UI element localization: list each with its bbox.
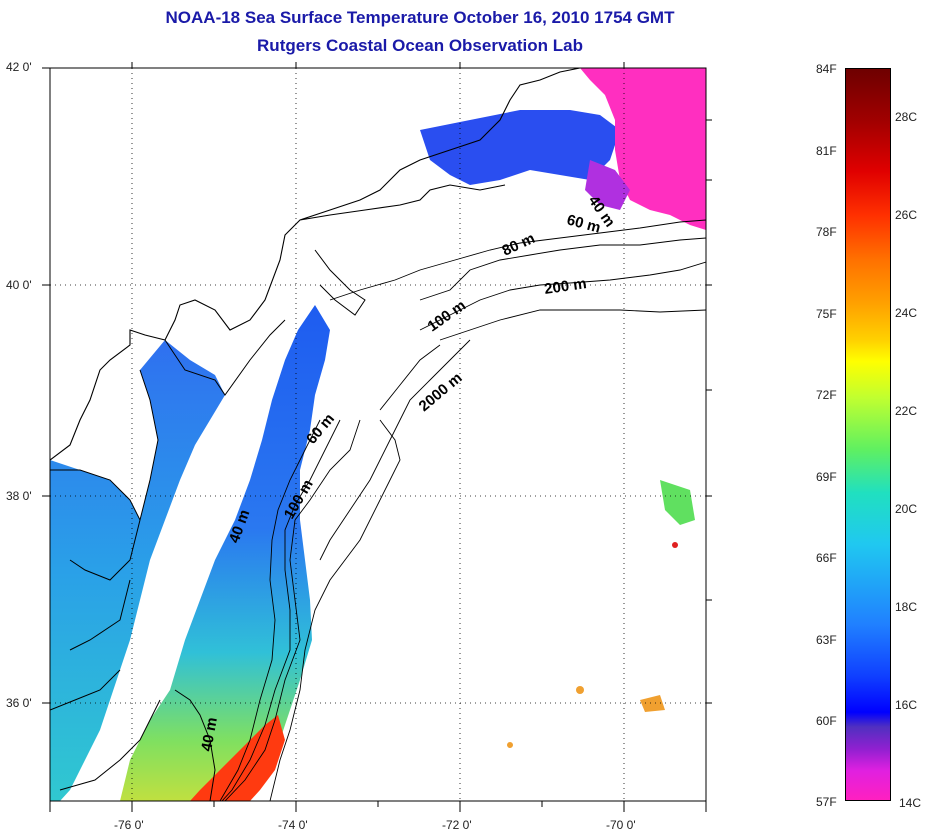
latitude-label: 42 0' xyxy=(6,60,32,74)
coastline xyxy=(50,68,581,461)
sst-bay-field xyxy=(50,340,225,801)
colorbar-f-label: 72F xyxy=(816,388,837,402)
colorbar-f-label: 63F xyxy=(816,633,837,647)
sst-offshore-speck xyxy=(507,742,513,748)
sst-offshore-green xyxy=(660,480,695,525)
longitude-label: -72 0' xyxy=(442,818,472,832)
colorbar-c-label: 24C xyxy=(895,306,918,320)
sst-purple-field xyxy=(585,160,630,210)
colorbar-c-label: 26C xyxy=(895,208,918,222)
contour-label: 40 m xyxy=(198,716,221,753)
colorbar-f-label: 84F xyxy=(816,62,837,76)
longitude-label: -70 0' xyxy=(606,818,636,832)
contour-label: 80 m xyxy=(500,230,538,260)
latitude-label: 38 0' xyxy=(6,489,32,503)
delaware-bay-outline xyxy=(314,249,366,316)
sst-offshore-speck xyxy=(672,542,678,548)
colorbar-f-label: 75F xyxy=(816,307,837,321)
sst-offshore-orange xyxy=(640,695,665,712)
map-title: NOAA-18 Sea Surface Temperature October … xyxy=(165,8,675,27)
graticule xyxy=(50,68,706,801)
sst-offshore-speck xyxy=(576,686,584,694)
nc-outer-banks-outline xyxy=(59,689,216,801)
contour-label: 100 m xyxy=(425,297,470,335)
colorbar-f-label: 60F xyxy=(816,714,837,728)
latitude-label: 40 0' xyxy=(6,278,32,292)
colorbar-f-label: 69F xyxy=(816,470,837,484)
map-subtitle: Rutgers Coastal Ocean Observation Lab xyxy=(257,36,583,55)
colorbar-f-label: 66F xyxy=(816,551,837,565)
colorbar-c-label: 14C xyxy=(899,796,922,810)
temperature-colorbar xyxy=(845,68,891,801)
contour-label: 2000 m xyxy=(416,369,466,415)
colorbar-c-label: 22C xyxy=(895,404,918,418)
colorbar-c-label: 18C xyxy=(895,600,918,614)
sst-cool-patches-north xyxy=(420,110,620,185)
colorbar-c-label: 28C xyxy=(895,110,918,124)
colorbar-f-label: 78F xyxy=(816,225,837,239)
sst-coldest-field xyxy=(580,68,706,230)
depth-contours xyxy=(219,219,706,801)
frame-ticks xyxy=(42,62,712,812)
delmarva-outline xyxy=(164,319,286,396)
latitude-label: 36 0' xyxy=(6,696,32,710)
sst-shelf-field xyxy=(120,305,330,801)
contour-label: 200 m xyxy=(543,275,587,298)
longitude-label: -76 0' xyxy=(114,818,144,832)
chesapeake-outline xyxy=(50,369,159,711)
longitude-label: -74 0' xyxy=(278,818,308,832)
colorbar-c-label: 20C xyxy=(895,502,918,516)
colorbar-c-label: 16C xyxy=(895,698,918,712)
colorbar-f-label: 57F xyxy=(816,795,837,809)
colorbar-f-label: 81F xyxy=(816,144,837,158)
